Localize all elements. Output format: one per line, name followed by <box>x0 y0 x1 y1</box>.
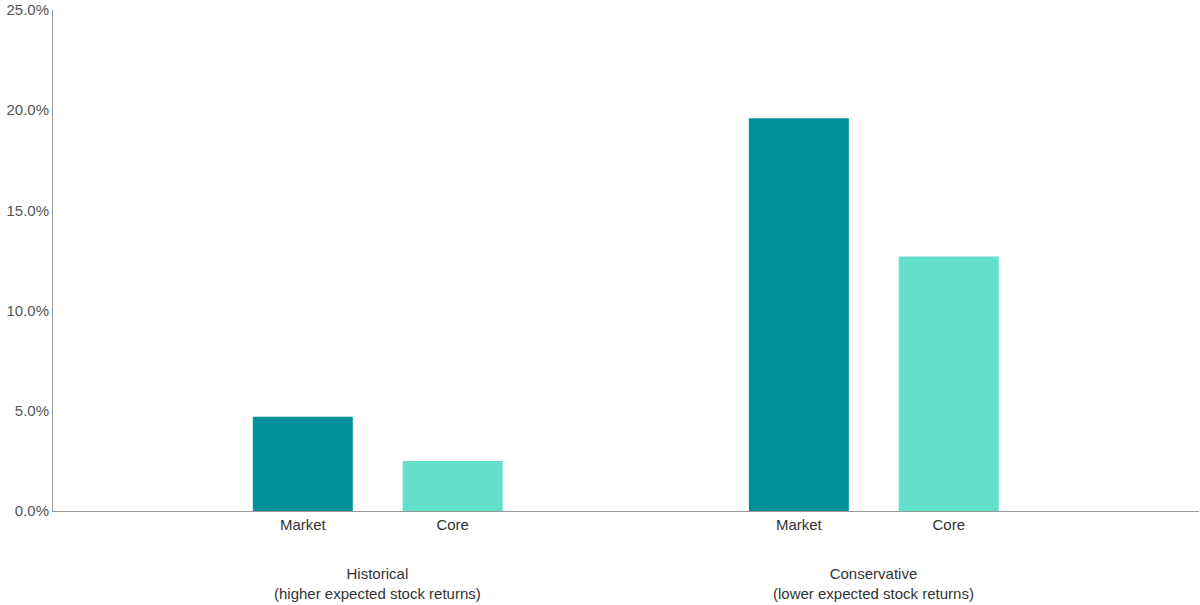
svg-text:Conservative(lower expected st: Conservative(lower expected stock return… <box>773 565 974 602</box>
svg-text:0.0%: 0.0% <box>15 502 49 519</box>
svg-text:15.0%: 15.0% <box>6 202 49 219</box>
svg-text:Core: Core <box>932 516 965 533</box>
svg-text:25.0%: 25.0% <box>6 1 49 18</box>
svg-text:20.0%: 20.0% <box>6 101 49 118</box>
svg-text:Market: Market <box>280 516 327 533</box>
svg-text:Market: Market <box>776 516 823 533</box>
svg-text:5.0%: 5.0% <box>15 402 49 419</box>
svg-text:Historical(higher expected sto: Historical(higher expected stock returns… <box>274 565 481 602</box>
svg-text:10.0%: 10.0% <box>6 302 49 319</box>
svg-text:Core: Core <box>436 516 469 533</box>
